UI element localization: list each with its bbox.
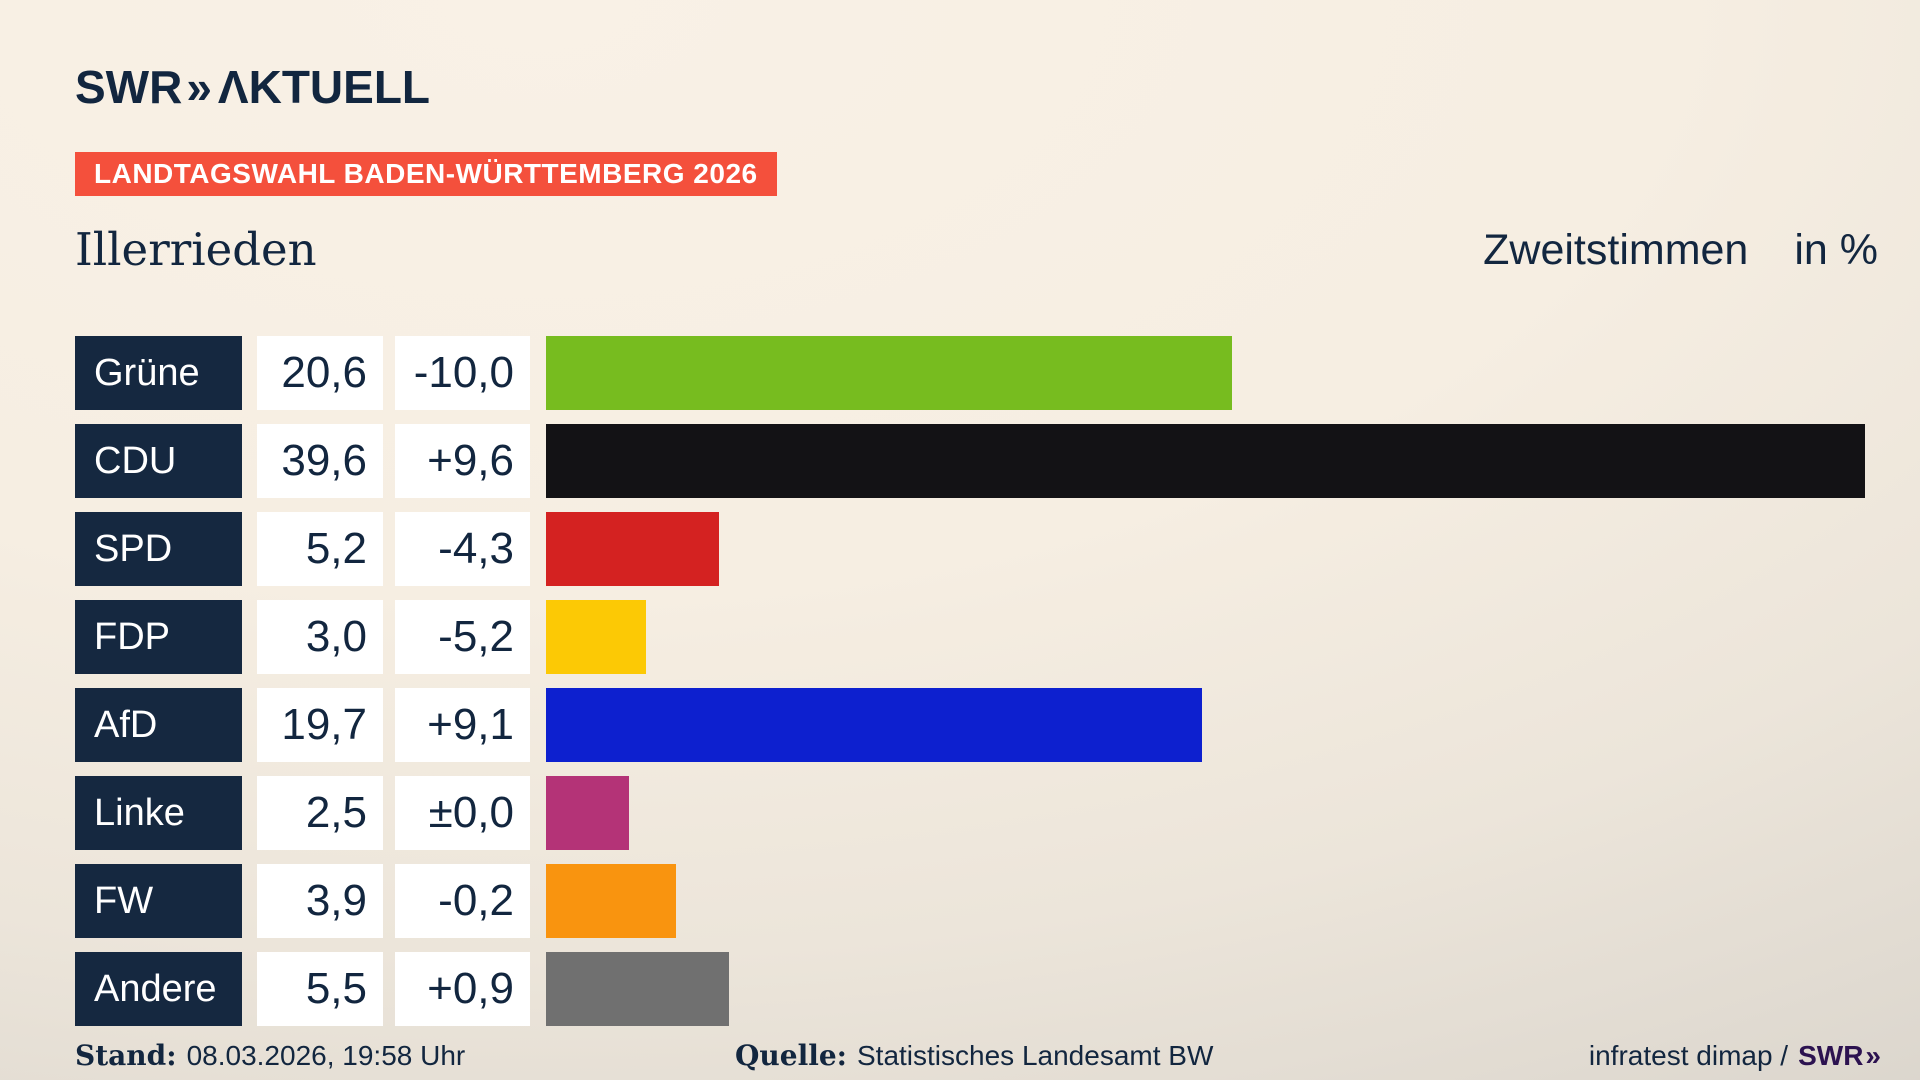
party-label: FW — [75, 864, 242, 938]
bar-track — [546, 424, 1878, 498]
change-value: -0,2 — [395, 864, 530, 938]
result-bar — [546, 688, 1202, 762]
unit-label: in % — [1794, 226, 1878, 274]
change-value: -10,0 — [395, 336, 530, 410]
credit-note: infratest dimap / SWR» — [1588, 1036, 1881, 1076]
party-label: Grüne — [75, 336, 242, 410]
municipality-title: Illerrieden — [75, 223, 317, 276]
bar-track — [546, 864, 1878, 938]
result-bar — [546, 864, 676, 938]
change-value: ±0,0 — [395, 776, 530, 850]
result-value: 39,6 — [257, 424, 383, 498]
chart-row-andere: Andere 5,5 +0,9 — [75, 952, 1878, 1026]
change-value: +0,9 — [395, 952, 530, 1026]
chart-row-afd: AfD 19,7 +9,1 — [75, 688, 1878, 762]
result-value: 3,9 — [257, 864, 383, 938]
party-label: FDP — [75, 600, 242, 674]
stand-value: 08.03.2026, 19:58 Uhr — [186, 1040, 466, 1071]
measure-label: Zweitstimmen — [1483, 226, 1749, 274]
quelle-label: Quelle: — [735, 1039, 847, 1072]
swr-aktuell-logo: SWR» ΛKTUELL — [75, 64, 430, 110]
result-value: 2,5 — [257, 776, 383, 850]
chart-row-fdp: FDP 3,0 -5,2 — [75, 600, 1878, 674]
result-bar — [546, 776, 630, 850]
measure-title: Zweitstimmen in % — [1483, 222, 1878, 278]
footer: Stand: 08.03.2026, 19:58 Uhr Quelle: Stati… — [75, 1036, 1881, 1076]
credit-text: infratest dimap / — [1588, 1040, 1789, 1071]
election-banner: LANDTAGSWAHL BADEN-WÜRTTEMBERG 2026 — [75, 152, 777, 196]
bar-track — [546, 688, 1878, 762]
title-row: Illerrieden Zweitstimmen in % — [75, 222, 1878, 278]
aktuell-logo-text: ΛKTUELL — [217, 61, 431, 113]
swr-chevrons-icon: » — [186, 61, 212, 113]
stand-label: Stand: — [75, 1039, 177, 1072]
change-value: +9,6 — [395, 424, 530, 498]
result-bar — [546, 952, 730, 1026]
swr-logo-text: SWR — [75, 61, 183, 113]
change-value: -4,3 — [395, 512, 530, 586]
change-value: -5,2 — [395, 600, 530, 674]
result-value: 19,7 — [257, 688, 383, 762]
party-label: CDU — [75, 424, 242, 498]
bar-track — [546, 952, 1878, 1026]
result-bar — [546, 336, 1232, 410]
party-label: SPD — [75, 512, 242, 586]
bar-track — [546, 776, 1878, 850]
credit-swr-chevrons-icon: » — [1865, 1040, 1880, 1071]
party-label: AfD — [75, 688, 242, 762]
stand-timestamp: Stand: 08.03.2026, 19:58 Uhr — [75, 1036, 465, 1076]
result-value: 3,0 — [257, 600, 383, 674]
chart-row-fw: FW 3,9 -0,2 — [75, 864, 1878, 938]
chart-row-cdu: CDU 39,6 +9,6 — [75, 424, 1878, 498]
result-value: 5,2 — [257, 512, 383, 586]
source-note: Quelle: Statistisches Landesamt BW — [735, 1036, 1213, 1076]
credit-swr-logo: SWR» — [1798, 1040, 1881, 1071]
chart-row-grüne: Grüne 20,6 -10,0 — [75, 336, 1878, 410]
result-bar — [546, 512, 720, 586]
bar-track — [546, 600, 1878, 674]
quelle-value: Statistisches Landesamt BW — [857, 1040, 1214, 1071]
result-value: 20,6 — [257, 336, 383, 410]
result-bar — [546, 424, 1865, 498]
chart-row-spd: SPD 5,2 -4,3 — [75, 512, 1878, 586]
result-value: 5,5 — [257, 952, 383, 1026]
bar-track — [546, 336, 1878, 410]
change-value: +9,1 — [395, 688, 530, 762]
bar-track — [546, 512, 1878, 586]
party-label: Linke — [75, 776, 242, 850]
result-bar — [546, 600, 646, 674]
chart-row-linke: Linke 2,5 ±0,0 — [75, 776, 1878, 850]
party-label: Andere — [75, 952, 242, 1026]
bar-chart: Grüne 20,6 -10,0 CDU 39,6 +9,6 SPD 5,2 -4,3 FDP 3,… — [75, 336, 1878, 1026]
